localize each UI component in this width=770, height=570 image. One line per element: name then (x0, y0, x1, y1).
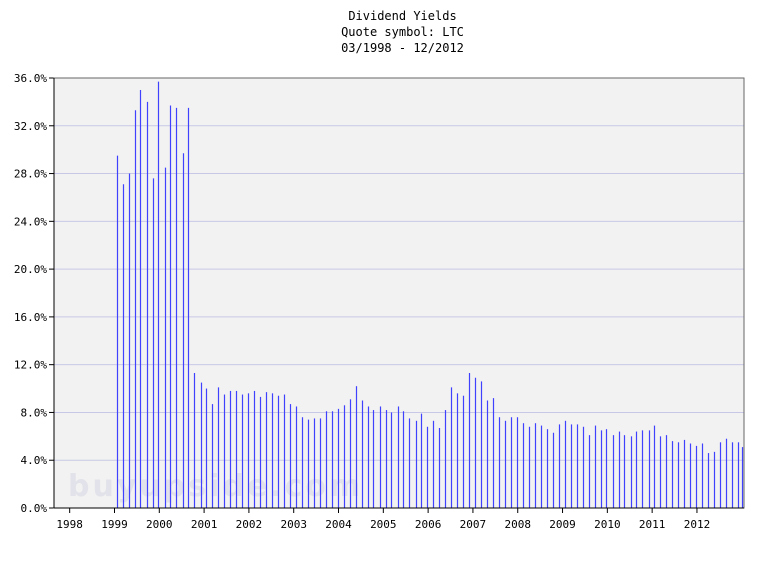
chart-title-block: Dividend Yields Quote symbol: LTC 03/199… (0, 8, 770, 56)
y-tick-labels: 0.0% 4.0% 8.0% 12.0% 16.0% 20.0% 24.0% 28.0% 32.… (14, 72, 47, 515)
axes (49, 77, 745, 513)
x-tick-label: 2006 (415, 518, 442, 531)
x-tick-label: 2011 (639, 518, 666, 531)
x-tick-label: 2005 (370, 518, 397, 531)
y-tick-label: 32.0% (14, 120, 47, 133)
x-tick-label: 2009 (549, 518, 576, 531)
x-tick-label: 2004 (325, 518, 352, 531)
x-tick-label: 1999 (101, 518, 128, 531)
x-tick-label: 2010 (594, 518, 621, 531)
x-tick-label: 2008 (504, 518, 531, 531)
chart-subtitle: Quote symbol: LTC (341, 25, 464, 39)
x-tick-label: 2002 (236, 518, 263, 531)
x-tick-label: 2000 (146, 518, 173, 531)
y-tick-label: 0.0% (21, 502, 48, 515)
x-tick-label: 1998 (56, 518, 83, 531)
x-tick-label: 2003 (280, 518, 307, 531)
x-tick-label: 2007 (460, 518, 487, 531)
y-tick-label: 28.0% (14, 168, 47, 181)
watermark: buyupside.com (68, 469, 363, 504)
y-tick-label: 4.0% (21, 454, 48, 467)
y-tick-label: 8.0% (21, 406, 48, 419)
chart-title: Dividend Yields (348, 9, 457, 23)
y-tick-label: 12.0% (14, 359, 47, 372)
bars (116, 81, 744, 508)
x-tick-label: 2001 (191, 518, 218, 531)
y-tick-label: 24.0% (14, 215, 47, 228)
y-tick-label: 36.0% (14, 72, 47, 85)
y-tick-label: 16.0% (14, 311, 47, 324)
chart-date-range: 03/1998 - 12/2012 (341, 41, 464, 55)
y-tick-label: 20.0% (14, 263, 47, 276)
x-tick-label: 2012 (684, 518, 711, 531)
x-tick-labels: 1998 1999 2000 2001 2002 2003 2004 2005 2006 2007… (56, 518, 710, 531)
